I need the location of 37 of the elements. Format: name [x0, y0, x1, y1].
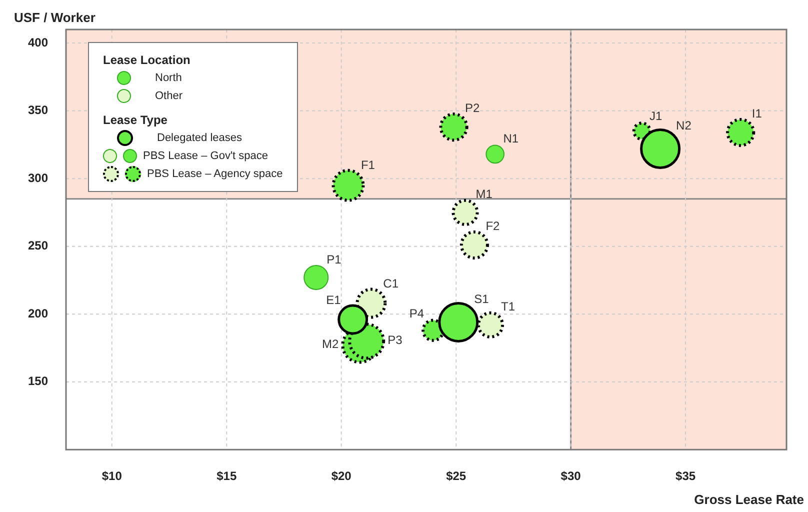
y-tick-label: 150: [28, 374, 48, 388]
annotation: E1: [326, 292, 342, 307]
y-tick-label: 350: [28, 103, 48, 118]
annotation: N1: [503, 131, 519, 146]
x-tick-label: $10: [102, 469, 122, 484]
annotation: M1: [476, 187, 493, 202]
y-axis-title: USF / Worker: [14, 10, 96, 26]
x-axis-title: Gross Lease Rate: [694, 492, 804, 508]
legend-title: Lease Type: [103, 112, 168, 129]
annotation: F2: [486, 219, 500, 234]
x-tick-label: $35: [676, 469, 696, 484]
annotation: J1: [649, 108, 662, 123]
x-tick-label: $25: [446, 469, 466, 484]
y-tick-label: 200: [28, 306, 48, 320]
annotation: Lease Location: [103, 52, 192, 69]
x-tick-label: $20: [331, 469, 352, 484]
x-tick-label: $30: [560, 469, 582, 484]
y-tick-label: 300: [28, 170, 48, 185]
annotation: P2: [465, 101, 480, 116]
y-tick-label: 400: [28, 35, 48, 50]
annotation: M2: [322, 337, 340, 352]
annotation: S1: [474, 292, 490, 306]
annotation: F1: [360, 158, 376, 172]
annotation: P1: [326, 252, 342, 266]
legend-label: PBS Lease – Gov't space: [143, 150, 268, 162]
annotation: N2: [676, 118, 692, 132]
y-tick-label: 250: [28, 238, 48, 253]
legend-label: Delegated leases: [157, 132, 242, 144]
annotation: Other: [155, 90, 183, 102]
annotation: P3: [388, 333, 403, 347]
annotation: North: [155, 72, 182, 84]
annotation: I1: [752, 106, 762, 121]
annotation: T1: [501, 300, 516, 314]
x-tick-label: $15: [216, 469, 237, 484]
legend-label: PBS Lease – Agency space: [147, 168, 283, 180]
annotation: P4: [409, 306, 424, 321]
annotation: C1: [383, 276, 399, 291]
